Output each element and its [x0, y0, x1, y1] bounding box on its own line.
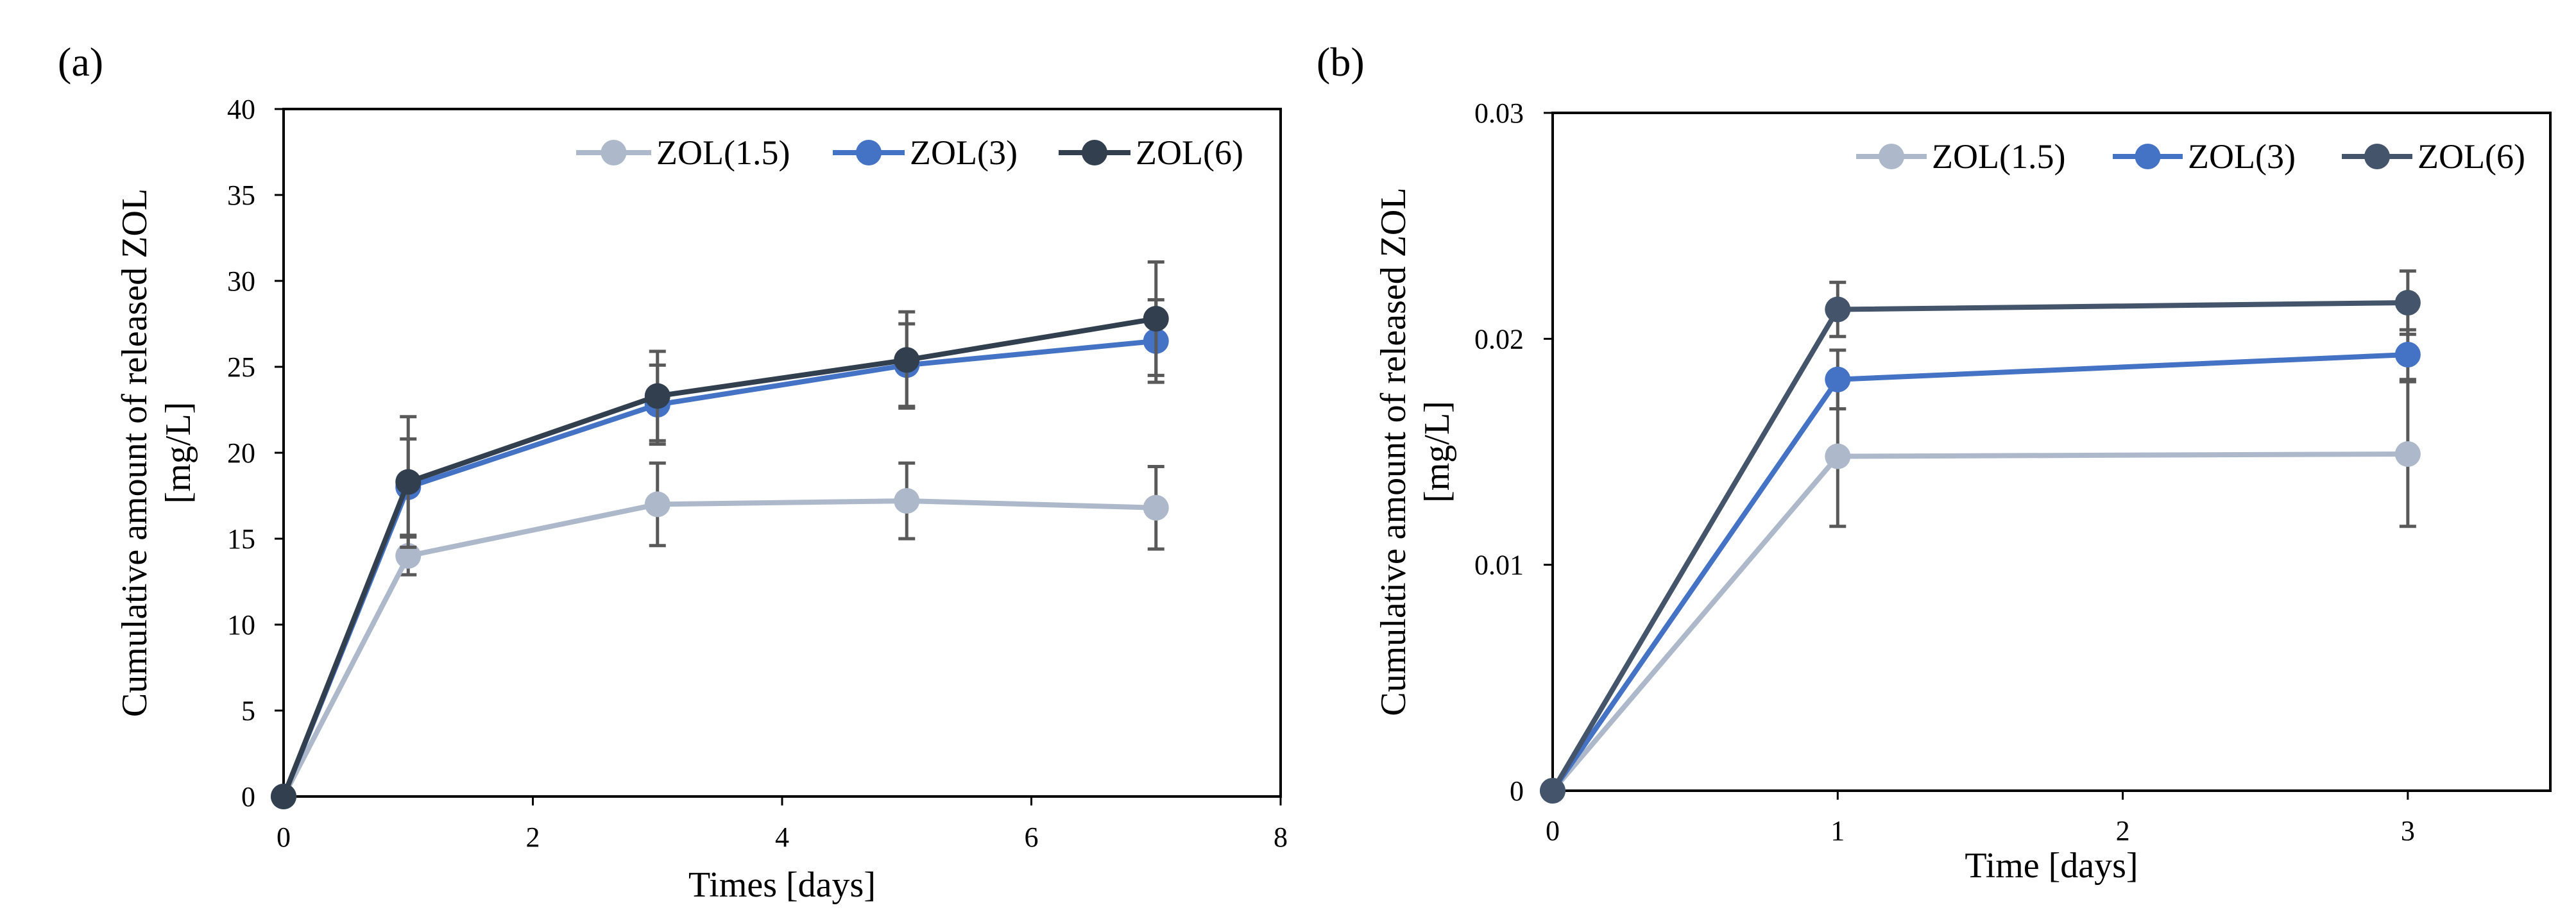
data-point — [271, 784, 296, 809]
legend-marker — [601, 140, 627, 165]
legend: ZOL(1.5) ZOL(3) ZOL(6) — [1856, 137, 2525, 176]
y-tick-label: 25 — [227, 351, 255, 383]
y-tick-label: 0.02 — [1474, 323, 1524, 355]
data-point — [1540, 778, 1565, 804]
data-point — [1143, 305, 1169, 332]
y-tick-label: 0.01 — [1474, 550, 1524, 581]
x-tick-label: 0 — [1546, 815, 1560, 847]
y-tick-label: 40 — [227, 94, 255, 125]
x-tick-label: 1 — [1830, 815, 1845, 847]
x-tick-label: 4 — [775, 822, 789, 853]
data-point — [1825, 296, 1851, 323]
x-tick-label: 0 — [277, 822, 291, 853]
plot-area-frame — [282, 108, 1282, 798]
x-axis-title: Time [days] — [1965, 846, 2138, 886]
data-point — [1143, 494, 1169, 521]
series-line — [1550, 451, 2408, 793]
y-tick-label: 35 — [227, 180, 255, 211]
series-ZOL(1.5) — [271, 461, 1169, 809]
legend-marker — [1879, 144, 1904, 169]
series-ZOL(6) — [271, 260, 1169, 809]
y-axis-title: Cumulative amount of released ZOL — [115, 189, 155, 717]
plot-area-frame — [1551, 112, 2552, 792]
data-point — [2394, 441, 2421, 468]
y-tick-label: 10 — [227, 609, 255, 641]
data-point — [2394, 289, 2421, 316]
chart-panel-b: (b) 0 0.01 0.02 0.03 0 1 2 3 Time [days] Cumulativ… — [1317, 39, 2552, 886]
y-tick-label: 0 — [1510, 775, 1524, 807]
data-point — [1825, 443, 1851, 469]
data-point — [1825, 366, 1851, 392]
x-axis-title: Times [days] — [688, 865, 876, 905]
data-point — [644, 383, 670, 409]
legend: ZOL(1.5) ZOL(3) ZOL(6) — [576, 133, 1243, 172]
series-line — [1550, 299, 2408, 793]
y-tick-label: 5 — [241, 695, 255, 727]
series-line — [281, 338, 1157, 798]
y-tick-label: 20 — [227, 437, 255, 469]
data-point — [2394, 341, 2421, 367]
data-point — [395, 543, 422, 569]
data-point — [894, 347, 920, 373]
legend-marker — [856, 140, 882, 165]
data-point — [644, 491, 670, 518]
y-axis-unit: [mg/L] — [158, 402, 198, 504]
x-tick-label: 2 — [526, 822, 540, 853]
legend-marker — [2135, 144, 2161, 169]
x-tick-label: 3 — [2401, 815, 2415, 847]
legend-label: ZOL(1.5) — [1932, 137, 2065, 176]
x-tick-label: 6 — [1025, 822, 1039, 853]
legend-label: ZOL(6) — [1136, 133, 1243, 172]
y-axis-title: Cumulative amount of released ZOL — [1374, 187, 1413, 716]
series-ZOL(6) — [1540, 269, 2421, 804]
y-axis-unit: [mg/L] — [1417, 401, 1457, 503]
legend-label: ZOL(3) — [2188, 137, 2296, 176]
x-tick-label: 2 — [2116, 815, 2130, 847]
panel-label: (a) — [58, 39, 103, 85]
series-ZOL(3) — [1540, 328, 2421, 804]
chart-panel-a: (a) 0 5 10 15 20 25 30 35 40 0 2 4 6 8 Times [days] Cumu… — [58, 39, 1288, 905]
legend-label: ZOL(1.5) — [656, 133, 790, 172]
legend-marker — [1082, 140, 1107, 165]
y-tick-label: 30 — [227, 265, 255, 297]
y-tick-label: 15 — [227, 523, 255, 555]
legend-label: ZOL(6) — [2418, 137, 2525, 176]
data-point — [395, 469, 422, 495]
y-tick-label: 0 — [241, 781, 255, 813]
panel-label: (b) — [1317, 39, 1365, 85]
legend-marker — [2364, 144, 2390, 169]
y-tick-label: 0.03 — [1474, 97, 1524, 129]
legend-label: ZOL(3) — [910, 133, 1018, 172]
data-point — [894, 488, 920, 514]
x-tick-label: 8 — [1274, 822, 1288, 853]
